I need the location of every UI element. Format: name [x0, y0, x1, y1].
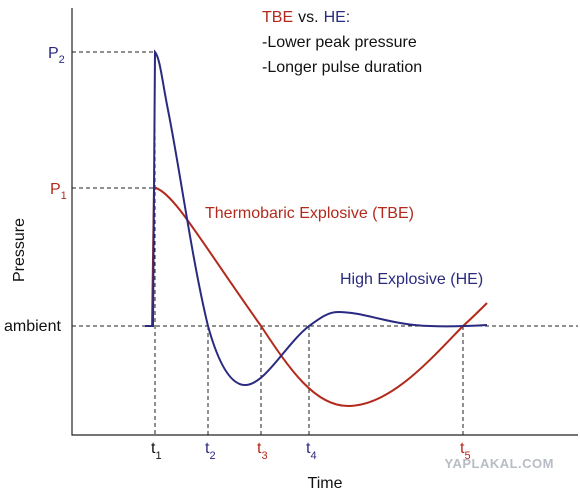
y-axis-title: Pressure [11, 218, 28, 282]
label-sub: 2 [209, 450, 215, 462]
legend-tbe: TBE [262, 9, 293, 26]
label-sub: 3 [261, 450, 267, 462]
label-sub: 1 [155, 450, 161, 462]
label-letter: t [205, 440, 210, 457]
axes [71, 8, 578, 436]
label-sub: 2 [59, 54, 65, 66]
label-sub: 5 [464, 450, 470, 462]
label-sub: 1 [61, 190, 67, 202]
legend-point: -Longer pulse duration [262, 59, 422, 76]
label-letter: t [257, 440, 262, 457]
label-letter: t [306, 440, 311, 457]
legend-he: HE: [324, 9, 351, 26]
t-label: t1 [151, 440, 162, 462]
label-sub: 4 [310, 450, 316, 462]
legend-vs: vs. [298, 9, 318, 26]
t-label: t4 [306, 440, 317, 462]
label-letter: t [460, 440, 465, 457]
ambient-label: ambient [4, 318, 61, 335]
p1-label: P1 [50, 181, 67, 202]
label-letter: t [151, 440, 156, 457]
he-label: High Explosive (HE) [340, 271, 483, 288]
legend-title: TBE vs. HE: [262, 9, 350, 26]
p2-label: P2 [48, 45, 65, 66]
he-curve [145, 49, 488, 387]
watermark: YAPLAKAL.COM [444, 456, 554, 471]
label-letter: P [48, 45, 59, 62]
t-label: t2 [205, 440, 216, 462]
legend-point: -Lower peak pressure [262, 34, 417, 51]
t-label: t3 [257, 440, 268, 462]
t-label: t5 [460, 440, 471, 462]
x-axis-title: Time [308, 475, 343, 492]
tbe-label: Thermobaric Explosive (TBE) [205, 205, 414, 222]
label-letter: P [50, 181, 61, 198]
